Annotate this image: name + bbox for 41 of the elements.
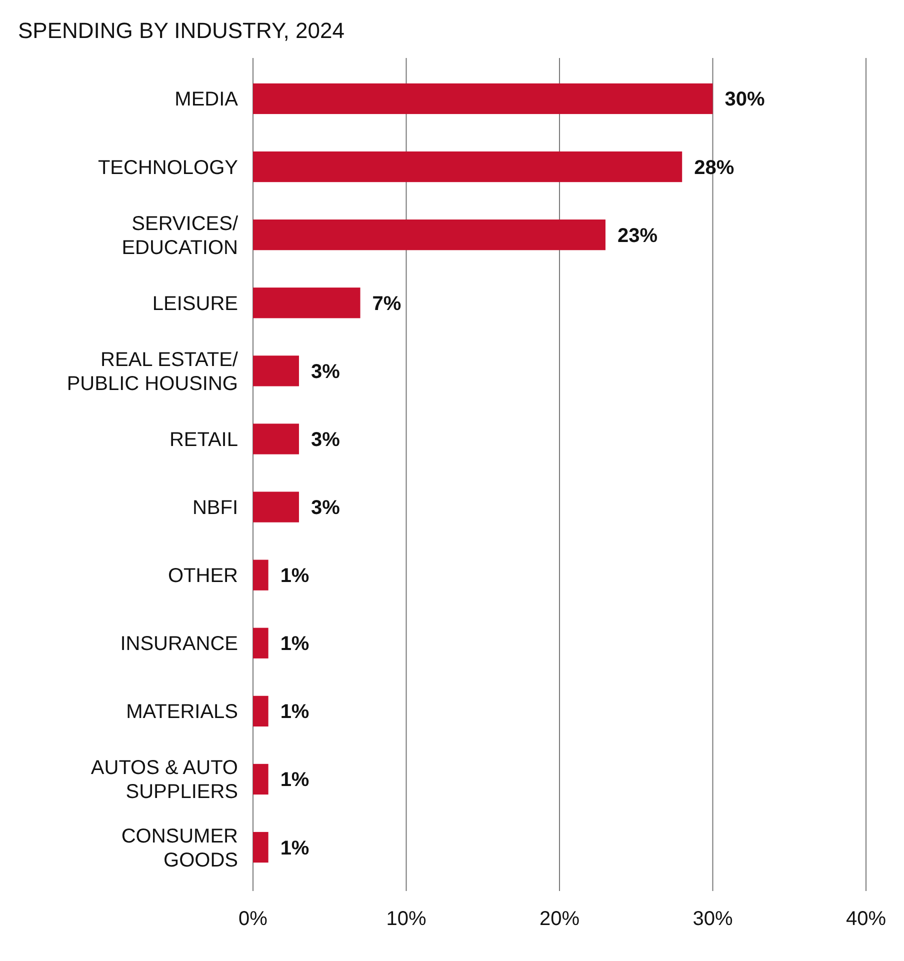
data-label: 7% (372, 292, 402, 315)
y-tick-label: CONSUMER GOODS (121, 825, 238, 872)
bar (253, 832, 268, 863)
y-tick-label: MEDIA (174, 88, 239, 111)
x-tick-label: 30% (692, 908, 733, 930)
y-tick-label: AUTOS & AUTO SUPPLIERS (90, 757, 238, 804)
data-label: 3% (310, 428, 340, 451)
data-label: 1% (280, 565, 310, 588)
y-tick-label: LEISURE (152, 292, 238, 315)
bar (253, 492, 299, 522)
bar (253, 764, 268, 795)
bar (253, 288, 360, 318)
data-label: 1% (280, 701, 310, 724)
y-tick-label: INSURANCE (120, 633, 238, 656)
bar (253, 628, 268, 658)
x-tick-label: 10% (386, 908, 426, 930)
y-tick-label: TECHNOLOGY (98, 156, 238, 179)
bar (253, 83, 713, 114)
y-tick-label: REAL ESTATE/ PUBLIC HOUSING (66, 348, 238, 395)
data-label: 3% (310, 360, 340, 383)
data-label: 30% (724, 88, 765, 111)
y-tick-label: RETAIL (169, 428, 238, 451)
bar (253, 424, 299, 454)
bar (253, 560, 268, 590)
x-tick-label: 20% (539, 908, 580, 930)
data-label: 1% (280, 837, 310, 860)
x-tick-label: 40% (846, 908, 886, 930)
x-tick-label: 0% (238, 908, 268, 930)
y-tick-label: NBFI (192, 497, 238, 520)
y-tick-label: MATERIALS (126, 701, 238, 724)
y-tick-label: OTHER (168, 565, 238, 588)
data-label: 1% (280, 769, 310, 792)
data-label: 1% (280, 633, 310, 656)
bar (253, 151, 682, 182)
bar (253, 356, 299, 386)
chart-title: SPENDING BY INDUSTRY, 2024 (18, 18, 344, 43)
y-tick-label: SERVICES/ EDUCATION (122, 212, 238, 259)
bar (253, 220, 606, 250)
data-label: 3% (310, 497, 340, 520)
data-label: 23% (617, 224, 658, 247)
bar (253, 696, 268, 726)
